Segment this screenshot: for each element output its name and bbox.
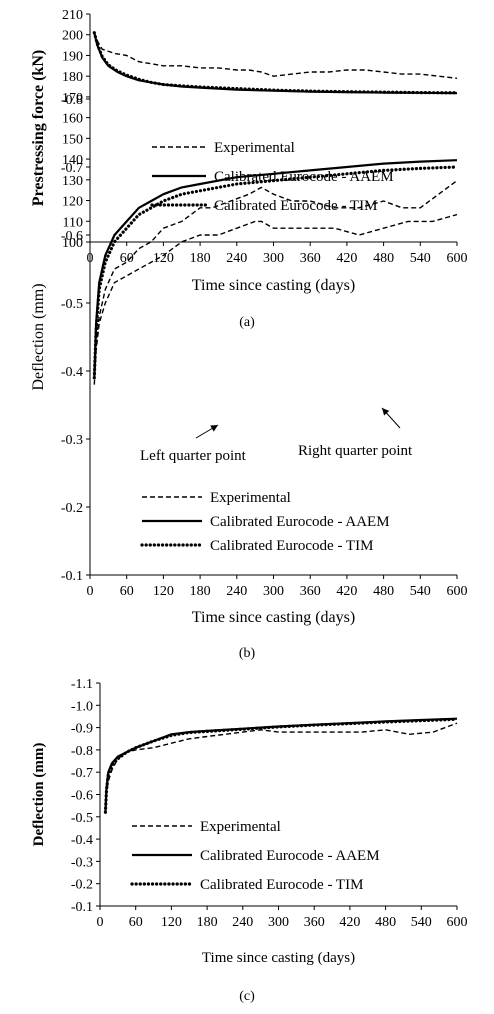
annotation-arrowhead (382, 408, 390, 416)
y-tick-label: -0.4 (71, 833, 93, 848)
legend-label: Calibrated Eurocode - TIM (200, 877, 363, 893)
x-axis-label: Time since casting (days) (192, 609, 355, 626)
legend-label: Calibrated Eurocode - AAEM (200, 848, 380, 864)
chart-3: -0.1 -0.2 -0.3 -0.4 -0.5 -0.6 -0.7 -0.8 -0.9 -1.0… (31, 677, 468, 1004)
y-tick-label: -0.7 (71, 766, 93, 781)
y-tick-label: -0.6 (61, 229, 83, 244)
x-tick-label: 540 (410, 251, 431, 266)
y-tick-label: -0.6 (71, 789, 93, 804)
y-axis-label: Deflection (mm) (31, 743, 47, 847)
legend-label: Experimental (200, 819, 281, 835)
series-line-dashed (93, 180, 458, 378)
x-tick-label: 120 (153, 584, 174, 599)
panel-label: (a) (239, 315, 255, 330)
y-tick-label: 200 (62, 29, 83, 44)
x-tick-label: 540 (410, 584, 431, 599)
legend-label: Experimental (214, 140, 295, 156)
y-tick-label: -0.3 (71, 855, 93, 870)
x-tick-label: 60 (120, 251, 134, 266)
legend-label: Calibrated Eurocode - TIM (214, 198, 377, 214)
x-tick-label: 120 (153, 251, 174, 266)
x-tick-label: 360 (300, 584, 321, 599)
annotation-label: Left quarter point (140, 448, 247, 464)
y-tick-label: -0.9 (71, 722, 93, 737)
x-tick-label: 600 (447, 915, 468, 930)
legend-label: Experimental (210, 490, 291, 506)
x-tick-label: 60 (120, 584, 134, 599)
y-tick-label: 140 (62, 153, 83, 168)
x-tick-label: 420 (336, 251, 357, 266)
y-tick-label: -1.0 (71, 699, 93, 714)
y-tick-label: -0.7 (61, 161, 83, 176)
y-tick-label: 120 (62, 195, 83, 210)
y-tick-label: 170 (62, 91, 83, 106)
y-axis-label: Deflection (mm) (30, 283, 47, 390)
y-tick-label: -0.8 (61, 93, 83, 108)
y-tick-label: 150 (62, 132, 83, 147)
panel-label: (c) (239, 989, 255, 1004)
x-tick-label: 300 (263, 251, 284, 266)
series-line-dotted (92, 165, 459, 380)
series-line-dotted (103, 717, 459, 814)
x-tick-label: 360 (304, 915, 325, 930)
x-tick-label: 600 (447, 251, 468, 266)
panel-label: (b) (239, 646, 256, 661)
x-tick-label: 480 (373, 584, 394, 599)
x-tick-label: 420 (336, 584, 357, 599)
y-tick-label: 130 (62, 174, 83, 189)
x-tick-label: 180 (190, 584, 211, 599)
legend-label: Calibrated Eurocode - AAEM (210, 514, 390, 530)
y-tick-label: -0.1 (71, 900, 93, 915)
y-tick-label: 160 (62, 112, 83, 127)
x-tick-label: 480 (373, 251, 394, 266)
x-tick-label: 540 (411, 915, 432, 930)
legend-label: Calibrated Eurocode - AAEM (214, 169, 394, 185)
x-tick-label: 0 (87, 584, 94, 599)
x-tick-label: 300 (263, 584, 284, 599)
y-tick-label: 100 (62, 236, 83, 251)
chart-1: 1001101201301401501601701801902002100601… (30, 8, 468, 330)
annotation-label: Right quarter point (298, 443, 413, 459)
y-tick-label: 190 (62, 49, 83, 64)
y-tick-label: -1.1 (71, 677, 93, 692)
x-axis-label: Time since casting (days) (192, 277, 355, 294)
series-line-dashed (93, 213, 458, 385)
x-tick-label: 180 (190, 251, 211, 266)
y-tick-label: -0.4 (61, 365, 83, 380)
y-axis-label: Prestressing force (kN) (30, 50, 47, 206)
x-tick-label: 0 (97, 915, 104, 930)
y-tick-label: -0.5 (71, 811, 93, 826)
y-tick-label: -0.8 (71, 744, 93, 759)
y-tick-label: -0.3 (61, 433, 83, 448)
y-tick-label: -0.5 (61, 297, 83, 312)
x-tick-label: 420 (339, 915, 360, 930)
legend-label: Calibrated Eurocode - TIM (210, 538, 373, 554)
y-tick-label: -0.1 (61, 569, 83, 584)
chart-2: -0.1 -0.2 -0.3 -0.4 -0.5 -0.6 -0.7 -0.8 0 60 120 18… (30, 93, 468, 661)
x-tick-label: 360 (300, 251, 321, 266)
series-line-dashed (93, 32, 458, 79)
x-tick-label: 480 (375, 915, 396, 930)
y-tick-label: 110 (63, 215, 83, 230)
y-tick-label: 210 (62, 8, 83, 23)
annotation-arrowhead (210, 425, 218, 432)
y-tick-label: -0.2 (71, 878, 93, 893)
y-tick-label: 180 (62, 70, 83, 85)
x-tick-label: 120 (161, 915, 182, 930)
series-line-dotted (92, 31, 459, 95)
x-tick-label: 240 (226, 584, 247, 599)
x-tick-label: 240 (232, 915, 253, 930)
x-tick-label: 600 (447, 584, 468, 599)
x-tick-label: 300 (268, 915, 289, 930)
x-tick-label: 180 (197, 915, 218, 930)
x-tick-label: 240 (226, 251, 247, 266)
series-line-dashed (104, 722, 458, 813)
y-tick-label: -0.2 (61, 501, 83, 516)
x-tick-label: 60 (129, 915, 143, 930)
series-line-solid (93, 159, 458, 378)
x-axis-label: Time since casting (days) (202, 950, 355, 966)
